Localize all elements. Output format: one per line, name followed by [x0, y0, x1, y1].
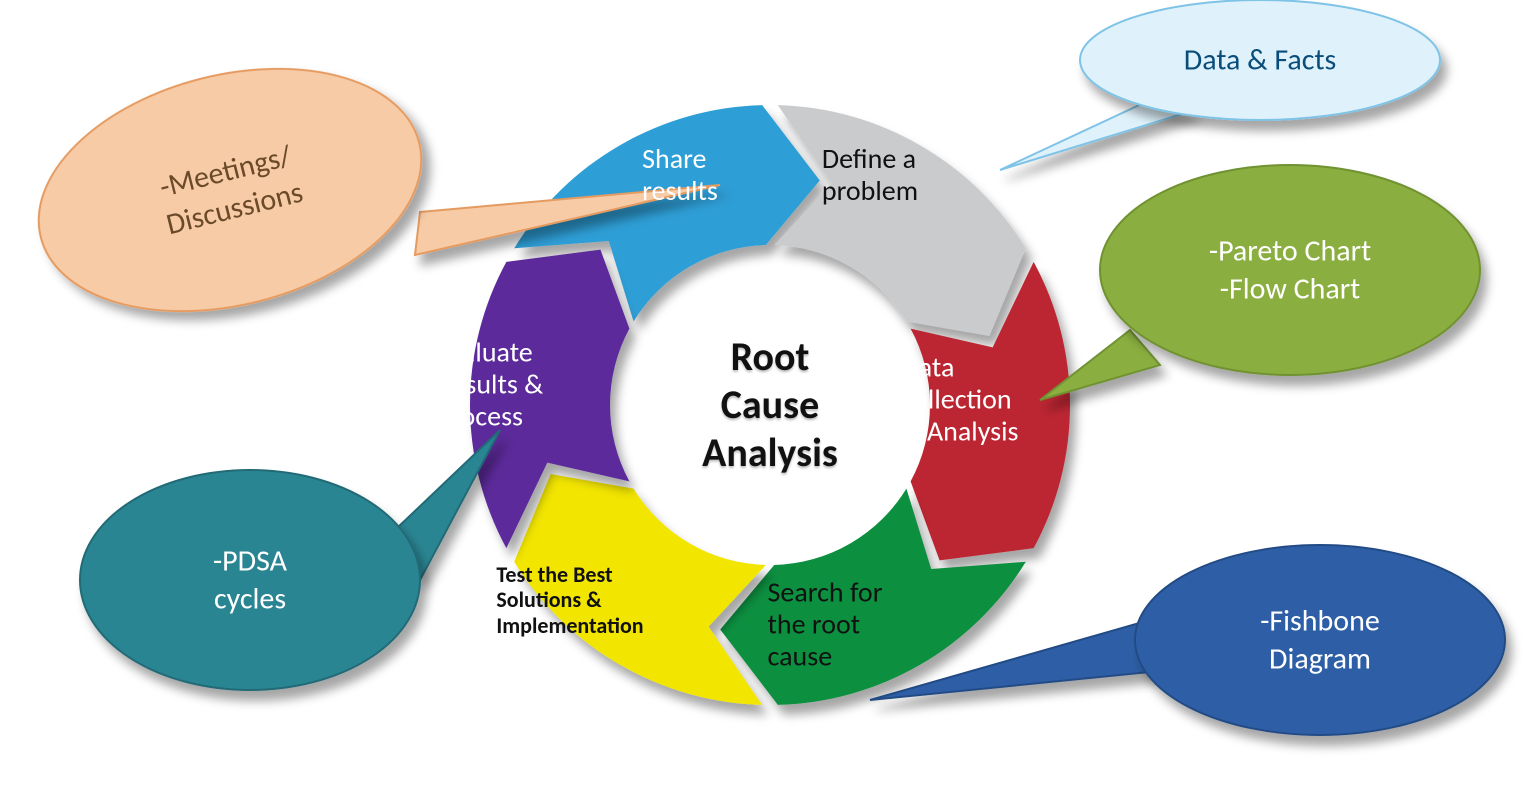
- callout-bubble-meetings: [13, 31, 447, 349]
- callout-pdsa: [80, 470, 420, 690]
- callout-data-facts: [1080, 0, 1440, 120]
- callout-fishbone: [1135, 545, 1505, 735]
- diagram-root: Root Cause Analysis Share resultsDefine …: [0, 0, 1535, 808]
- callout-pareto: [1100, 165, 1480, 375]
- center-title: Root Cause Analysis: [702, 333, 838, 477]
- callout-bubble-data-facts: [1080, 0, 1440, 120]
- callout-bubble-pdsa: [80, 470, 420, 690]
- callout-meetings: [13, 31, 447, 349]
- callout-bubble-fishbone: [1135, 545, 1505, 735]
- callout-bubble-pareto: [1100, 165, 1480, 375]
